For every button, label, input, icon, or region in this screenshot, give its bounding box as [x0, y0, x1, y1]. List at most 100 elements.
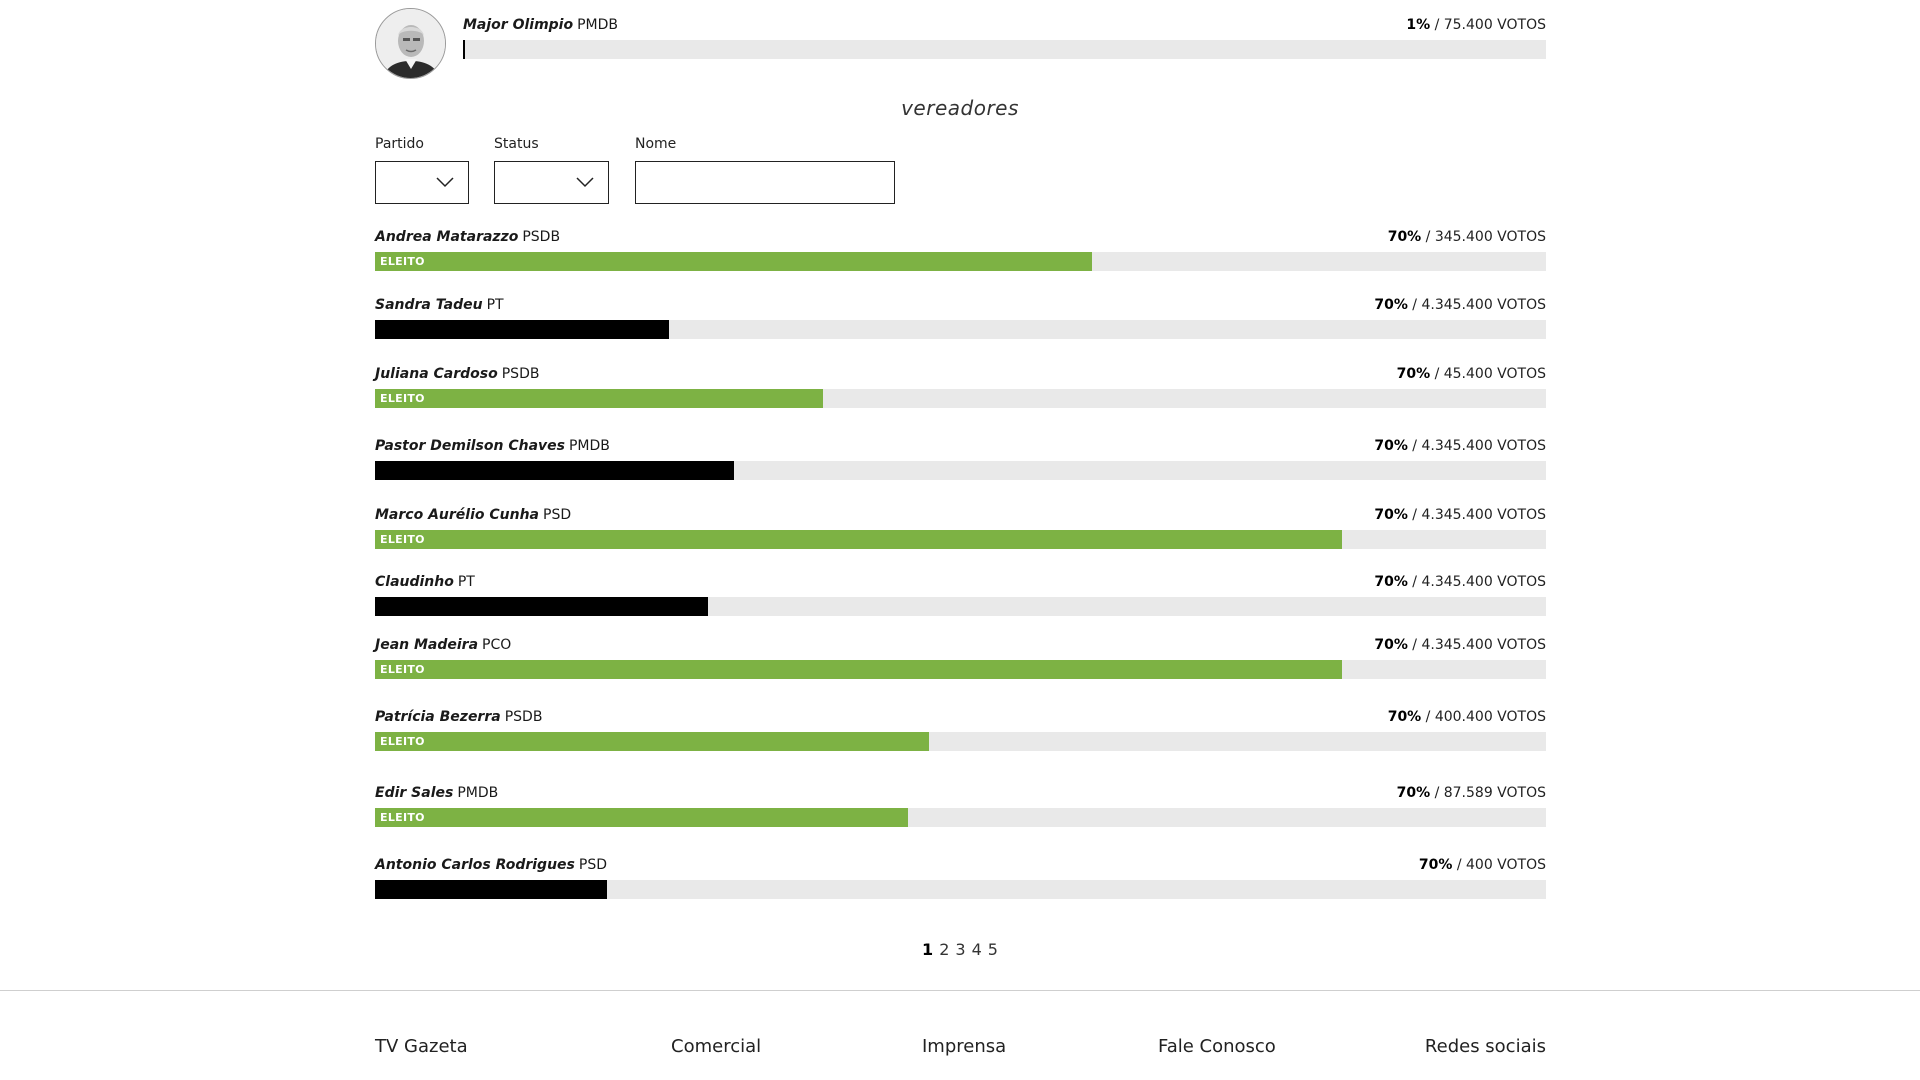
candidate-vote-count: / 4.345.400 VOTOS — [1407, 438, 1546, 454]
elected-badge: ELEITO — [380, 811, 425, 824]
candidate-vote-bar: ELEITO — [375, 732, 1546, 751]
candidate-vote-bar-fill — [375, 597, 708, 616]
candidate-vote-bar — [375, 880, 1546, 899]
elected-badge: ELEITO — [380, 392, 425, 405]
mayor-vote-bar-fill — [463, 40, 465, 59]
elected-badge: ELEITO — [380, 533, 425, 546]
candidate-header: Pastor Demilson Chaves PMDB 70% / 4.345.40… — [375, 437, 1546, 455]
page-link-1[interactable]: 1 — [922, 940, 934, 959]
candidate-header: Claudinho PT 70% / 4.345.400 VOTOS — [375, 573, 1546, 591]
candidate-header: Jean Madeira PCO 70% / 4.345.400 VOTOS — [375, 636, 1546, 654]
candidate-votes: 70% / 345.400 VOTOS — [1388, 228, 1546, 246]
candidate-vote-bar-fill — [375, 320, 669, 339]
candidate-votes: 70% / 4.345.400 VOTOS — [1374, 636, 1546, 654]
mayor-vote-count: / 75.400 VOTOS — [1430, 17, 1546, 33]
candidate-vote-bar-fill: ELEITO — [375, 530, 1343, 549]
candidate-vote-bar-fill: ELEITO — [375, 252, 1092, 271]
candidate-name: Edir Sales — [375, 785, 454, 801]
candidate-votes: 70% / 4.345.400 VOTOS — [1374, 296, 1546, 314]
mayor-vote-bar — [463, 40, 1546, 59]
candidate-vote-count: / 4.345.400 VOTOS — [1407, 637, 1546, 653]
candidate-percent: 70% — [1396, 785, 1431, 801]
candidate-votes: 70% / 400 VOTOS — [1419, 856, 1546, 874]
page-link-4[interactable]: 4 — [971, 940, 982, 959]
candidate-percent: 70% — [1374, 574, 1408, 590]
candidate-vote-count: / 87.589 VOTOS — [1430, 785, 1546, 801]
elected-badge: ELEITO — [380, 735, 425, 748]
candidate-row: Marco Aurélio Cunha PSD 70% / 4.345.400 VO… — [375, 506, 1546, 549]
nome-input[interactable] — [635, 161, 895, 204]
mayor-header: Major Olimpio PMDB 1% / 75.400 VOTOS — [463, 16, 1546, 34]
candidate-name: Marco Aurélio Cunha — [375, 507, 539, 523]
footer-link-redes-sociais[interactable]: Redes sociais — [1424, 1036, 1546, 1057]
partido-filter: Partido — [375, 134, 469, 204]
page-link-3[interactable]: 3 — [955, 940, 966, 959]
footer-link-imprensa[interactable]: Imprensa — [922, 1036, 1007, 1057]
candidate-row: Juliana Cardoso PSDB 70% / 45.400 VOTOS ELE… — [375, 365, 1546, 408]
mayor-party: PMDB — [577, 17, 619, 33]
footer-link-tv-gazeta[interactable]: TV Gazeta — [375, 1036, 468, 1057]
candidate-vote-count: / 400.400 VOTOS — [1421, 709, 1546, 725]
filters: Partido Status Nome — [375, 134, 975, 206]
person-portrait-icon — [376, 9, 445, 78]
candidate-header: Juliana Cardoso PSDB 70% / 45.400 VOTOS — [375, 365, 1546, 383]
candidate-votes: 70% / 400.400 VOTOS — [1388, 708, 1546, 726]
candidate-party: PMDB — [457, 785, 499, 801]
elected-badge: ELEITO — [380, 663, 425, 676]
candidate-votes: 70% / 4.345.400 VOTOS — [1374, 506, 1546, 524]
candidate-percent: 70% — [1374, 438, 1408, 454]
candidate-party: PMDB — [568, 438, 610, 454]
candidate-vote-bar-fill: ELEITO — [375, 660, 1343, 679]
candidate-vote-bar-fill: ELEITO — [375, 732, 929, 751]
candidate-vote-bar-fill — [375, 461, 735, 480]
candidate-party: PSDB — [504, 709, 543, 725]
partido-label: Partido — [375, 136, 424, 152]
candidate-name: Jean Madeira — [375, 637, 479, 653]
candidate-percent: 70% — [1387, 709, 1422, 725]
candidate-name: Andrea Matarazzo — [375, 229, 519, 245]
candidate-party: PT — [486, 297, 504, 313]
candidate-vote-bar-fill — [375, 880, 607, 899]
candidate-party: PSD — [578, 857, 607, 873]
status-label: Status — [494, 136, 539, 152]
candidate-name: Sandra Tadeu — [375, 297, 483, 313]
partido-select[interactable] — [375, 161, 469, 204]
status-select[interactable] — [494, 161, 609, 204]
candidate-vote-bar-fill: ELEITO — [375, 389, 824, 408]
footer: TV Gazeta Comercial Imprensa Fale Conosco Re… — [375, 1036, 1546, 1066]
mayor-name: Major Olimpio — [463, 17, 574, 33]
candidate-row: Edir Sales PMDB 70% / 87.589 VOTOS ELEITO — [375, 784, 1546, 827]
page-link-5[interactable]: 5 — [987, 940, 998, 959]
candidate-row: Sandra Tadeu PT 70% / 4.345.400 VOTOS — [375, 296, 1546, 339]
candidate-vote-bar: ELEITO — [375, 660, 1546, 679]
candidate-votes: 70% / 4.345.400 VOTOS — [1374, 437, 1546, 455]
candidate-party: PSDB — [522, 229, 561, 245]
footer-link-fale-conosco[interactable]: Fale Conosco — [1158, 1036, 1276, 1057]
candidate-vote-bar — [375, 461, 1546, 480]
candidate-vote-count: / 4.345.400 VOTOS — [1407, 574, 1546, 590]
candidate-name: Juliana Cardoso — [375, 366, 498, 382]
mayor-candidate-row: Major Olimpio PMDB 1% / 75.400 VOTOS — [375, 8, 1546, 80]
candidate-name: Claudinho — [375, 574, 454, 590]
candidate-header: Andrea Matarazzo PSDB 70% / 345.400 VOTOS — [375, 228, 1546, 246]
candidate-percent: 70% — [1418, 857, 1453, 873]
candidate-percent: 70% — [1396, 366, 1431, 382]
chevron-down-icon — [576, 177, 594, 188]
candidate-row: Antonio Carlos Rodrigues PSD 70% / 400 VOT… — [375, 856, 1546, 899]
candidate-vote-bar — [375, 597, 1546, 616]
candidate-row: Claudinho PT 70% / 4.345.400 VOTOS — [375, 573, 1546, 616]
footer-link-comercial[interactable]: Comercial — [671, 1036, 762, 1057]
candidate-vote-bar — [375, 320, 1546, 339]
candidate-vote-bar: ELEITO — [375, 389, 1546, 408]
section-title: vereadores — [901, 96, 1019, 120]
candidate-header: Edir Sales PMDB 70% / 87.589 VOTOS — [375, 784, 1546, 802]
candidate-vote-bar-fill: ELEITO — [375, 808, 908, 827]
mayor-votes: 1% / 75.400 VOTOS — [1406, 16, 1546, 34]
mayor-info: Major Olimpio PMDB 1% / 75.400 VOTOS — [463, 16, 1546, 59]
candidate-votes: 70% / 4.345.400 VOTOS — [1374, 573, 1546, 591]
candidate-row: Pastor Demilson Chaves PMDB 70% / 4.345.40… — [375, 437, 1546, 480]
candidate-party: PSDB — [501, 366, 540, 382]
page-link-2[interactable]: 2 — [939, 940, 950, 959]
